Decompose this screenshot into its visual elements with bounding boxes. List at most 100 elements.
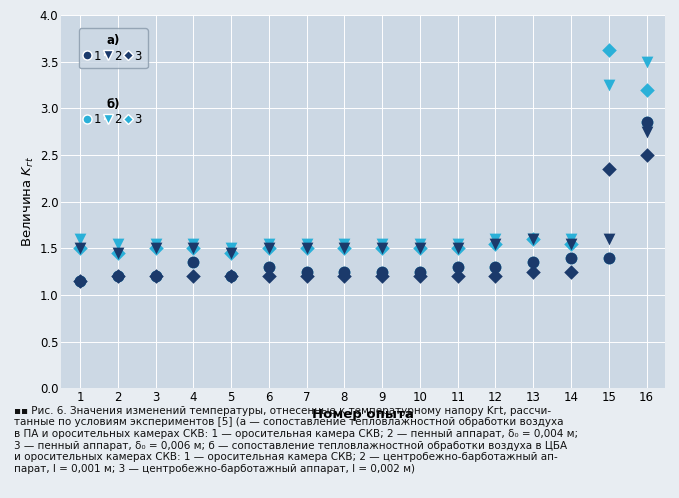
Point bbox=[604, 165, 614, 173]
Point bbox=[377, 240, 388, 248]
Point bbox=[377, 272, 388, 280]
Point bbox=[301, 268, 312, 276]
Point bbox=[150, 272, 161, 280]
Point bbox=[75, 277, 86, 285]
Point bbox=[339, 240, 350, 248]
Point bbox=[566, 240, 576, 248]
Point bbox=[75, 245, 86, 252]
Point bbox=[452, 240, 463, 248]
Point bbox=[377, 268, 388, 276]
Point bbox=[641, 86, 652, 94]
Point bbox=[528, 258, 538, 266]
Point bbox=[566, 254, 576, 262]
Point bbox=[150, 245, 161, 252]
Point bbox=[377, 245, 388, 252]
Point bbox=[112, 272, 123, 280]
Point bbox=[225, 249, 236, 257]
Point bbox=[566, 240, 576, 248]
Point bbox=[339, 245, 350, 252]
Point bbox=[263, 245, 274, 252]
Point bbox=[75, 245, 86, 252]
Point bbox=[301, 245, 312, 252]
Point bbox=[490, 240, 501, 248]
Point bbox=[377, 245, 388, 252]
Y-axis label: Величина $K_{гt}$: Величина $K_{гt}$ bbox=[20, 156, 35, 248]
Point bbox=[528, 235, 538, 243]
Point bbox=[452, 263, 463, 271]
Point bbox=[263, 263, 274, 271]
Point bbox=[528, 268, 538, 276]
Point bbox=[414, 240, 425, 248]
Point bbox=[150, 272, 161, 280]
Point bbox=[414, 245, 425, 252]
Point bbox=[301, 240, 312, 248]
Point bbox=[188, 258, 199, 266]
Point bbox=[339, 272, 350, 280]
Point bbox=[225, 272, 236, 280]
Point bbox=[641, 58, 652, 66]
Point bbox=[339, 268, 350, 276]
Point bbox=[301, 245, 312, 252]
Point bbox=[263, 240, 274, 248]
Point bbox=[414, 245, 425, 252]
Point bbox=[188, 245, 199, 252]
Point bbox=[490, 263, 501, 271]
Point bbox=[452, 245, 463, 252]
Point bbox=[112, 272, 123, 280]
Point bbox=[566, 268, 576, 276]
Point bbox=[301, 272, 312, 280]
Point bbox=[452, 245, 463, 252]
Point bbox=[225, 249, 236, 257]
Point bbox=[641, 119, 652, 126]
Point bbox=[301, 268, 312, 276]
Point bbox=[112, 240, 123, 248]
Point bbox=[641, 151, 652, 159]
Point bbox=[604, 235, 614, 243]
Point bbox=[112, 249, 123, 257]
X-axis label: Номер опыта: Номер опыта bbox=[312, 408, 414, 421]
Point bbox=[641, 119, 652, 126]
Point bbox=[377, 268, 388, 276]
Point bbox=[188, 272, 199, 280]
Point bbox=[188, 258, 199, 266]
Point bbox=[150, 272, 161, 280]
Point bbox=[490, 235, 501, 243]
Point bbox=[604, 81, 614, 89]
Point bbox=[112, 249, 123, 257]
Text: ▪▪ Рис. 6. Значения изменений температуры, отнесенные к температурному напору Kг: ▪▪ Рис. 6. Значения изменений температур… bbox=[14, 406, 578, 474]
Point bbox=[604, 254, 614, 262]
Legend: 1, 2, 3: 1, 2, 3 bbox=[79, 92, 147, 132]
Point bbox=[225, 272, 236, 280]
Point bbox=[604, 254, 614, 262]
Point bbox=[263, 263, 274, 271]
Point bbox=[150, 245, 161, 252]
Point bbox=[604, 46, 614, 54]
Point bbox=[490, 263, 501, 271]
Point bbox=[528, 235, 538, 243]
Point bbox=[452, 272, 463, 280]
Point bbox=[112, 272, 123, 280]
Point bbox=[150, 240, 161, 248]
Point bbox=[225, 272, 236, 280]
Point bbox=[339, 245, 350, 252]
Point bbox=[188, 240, 199, 248]
Point bbox=[339, 268, 350, 276]
Point bbox=[75, 235, 86, 243]
Point bbox=[490, 272, 501, 280]
Point bbox=[225, 245, 236, 252]
Point bbox=[188, 245, 199, 252]
Point bbox=[75, 277, 86, 285]
Point bbox=[566, 254, 576, 262]
Point bbox=[414, 268, 425, 276]
Point bbox=[490, 240, 501, 248]
Point bbox=[75, 277, 86, 285]
Point bbox=[641, 127, 652, 135]
Point bbox=[263, 245, 274, 252]
Point bbox=[566, 235, 576, 243]
Point bbox=[414, 272, 425, 280]
Point bbox=[414, 268, 425, 276]
Point bbox=[263, 272, 274, 280]
Point bbox=[528, 258, 538, 266]
Point bbox=[452, 263, 463, 271]
Point bbox=[528, 235, 538, 243]
